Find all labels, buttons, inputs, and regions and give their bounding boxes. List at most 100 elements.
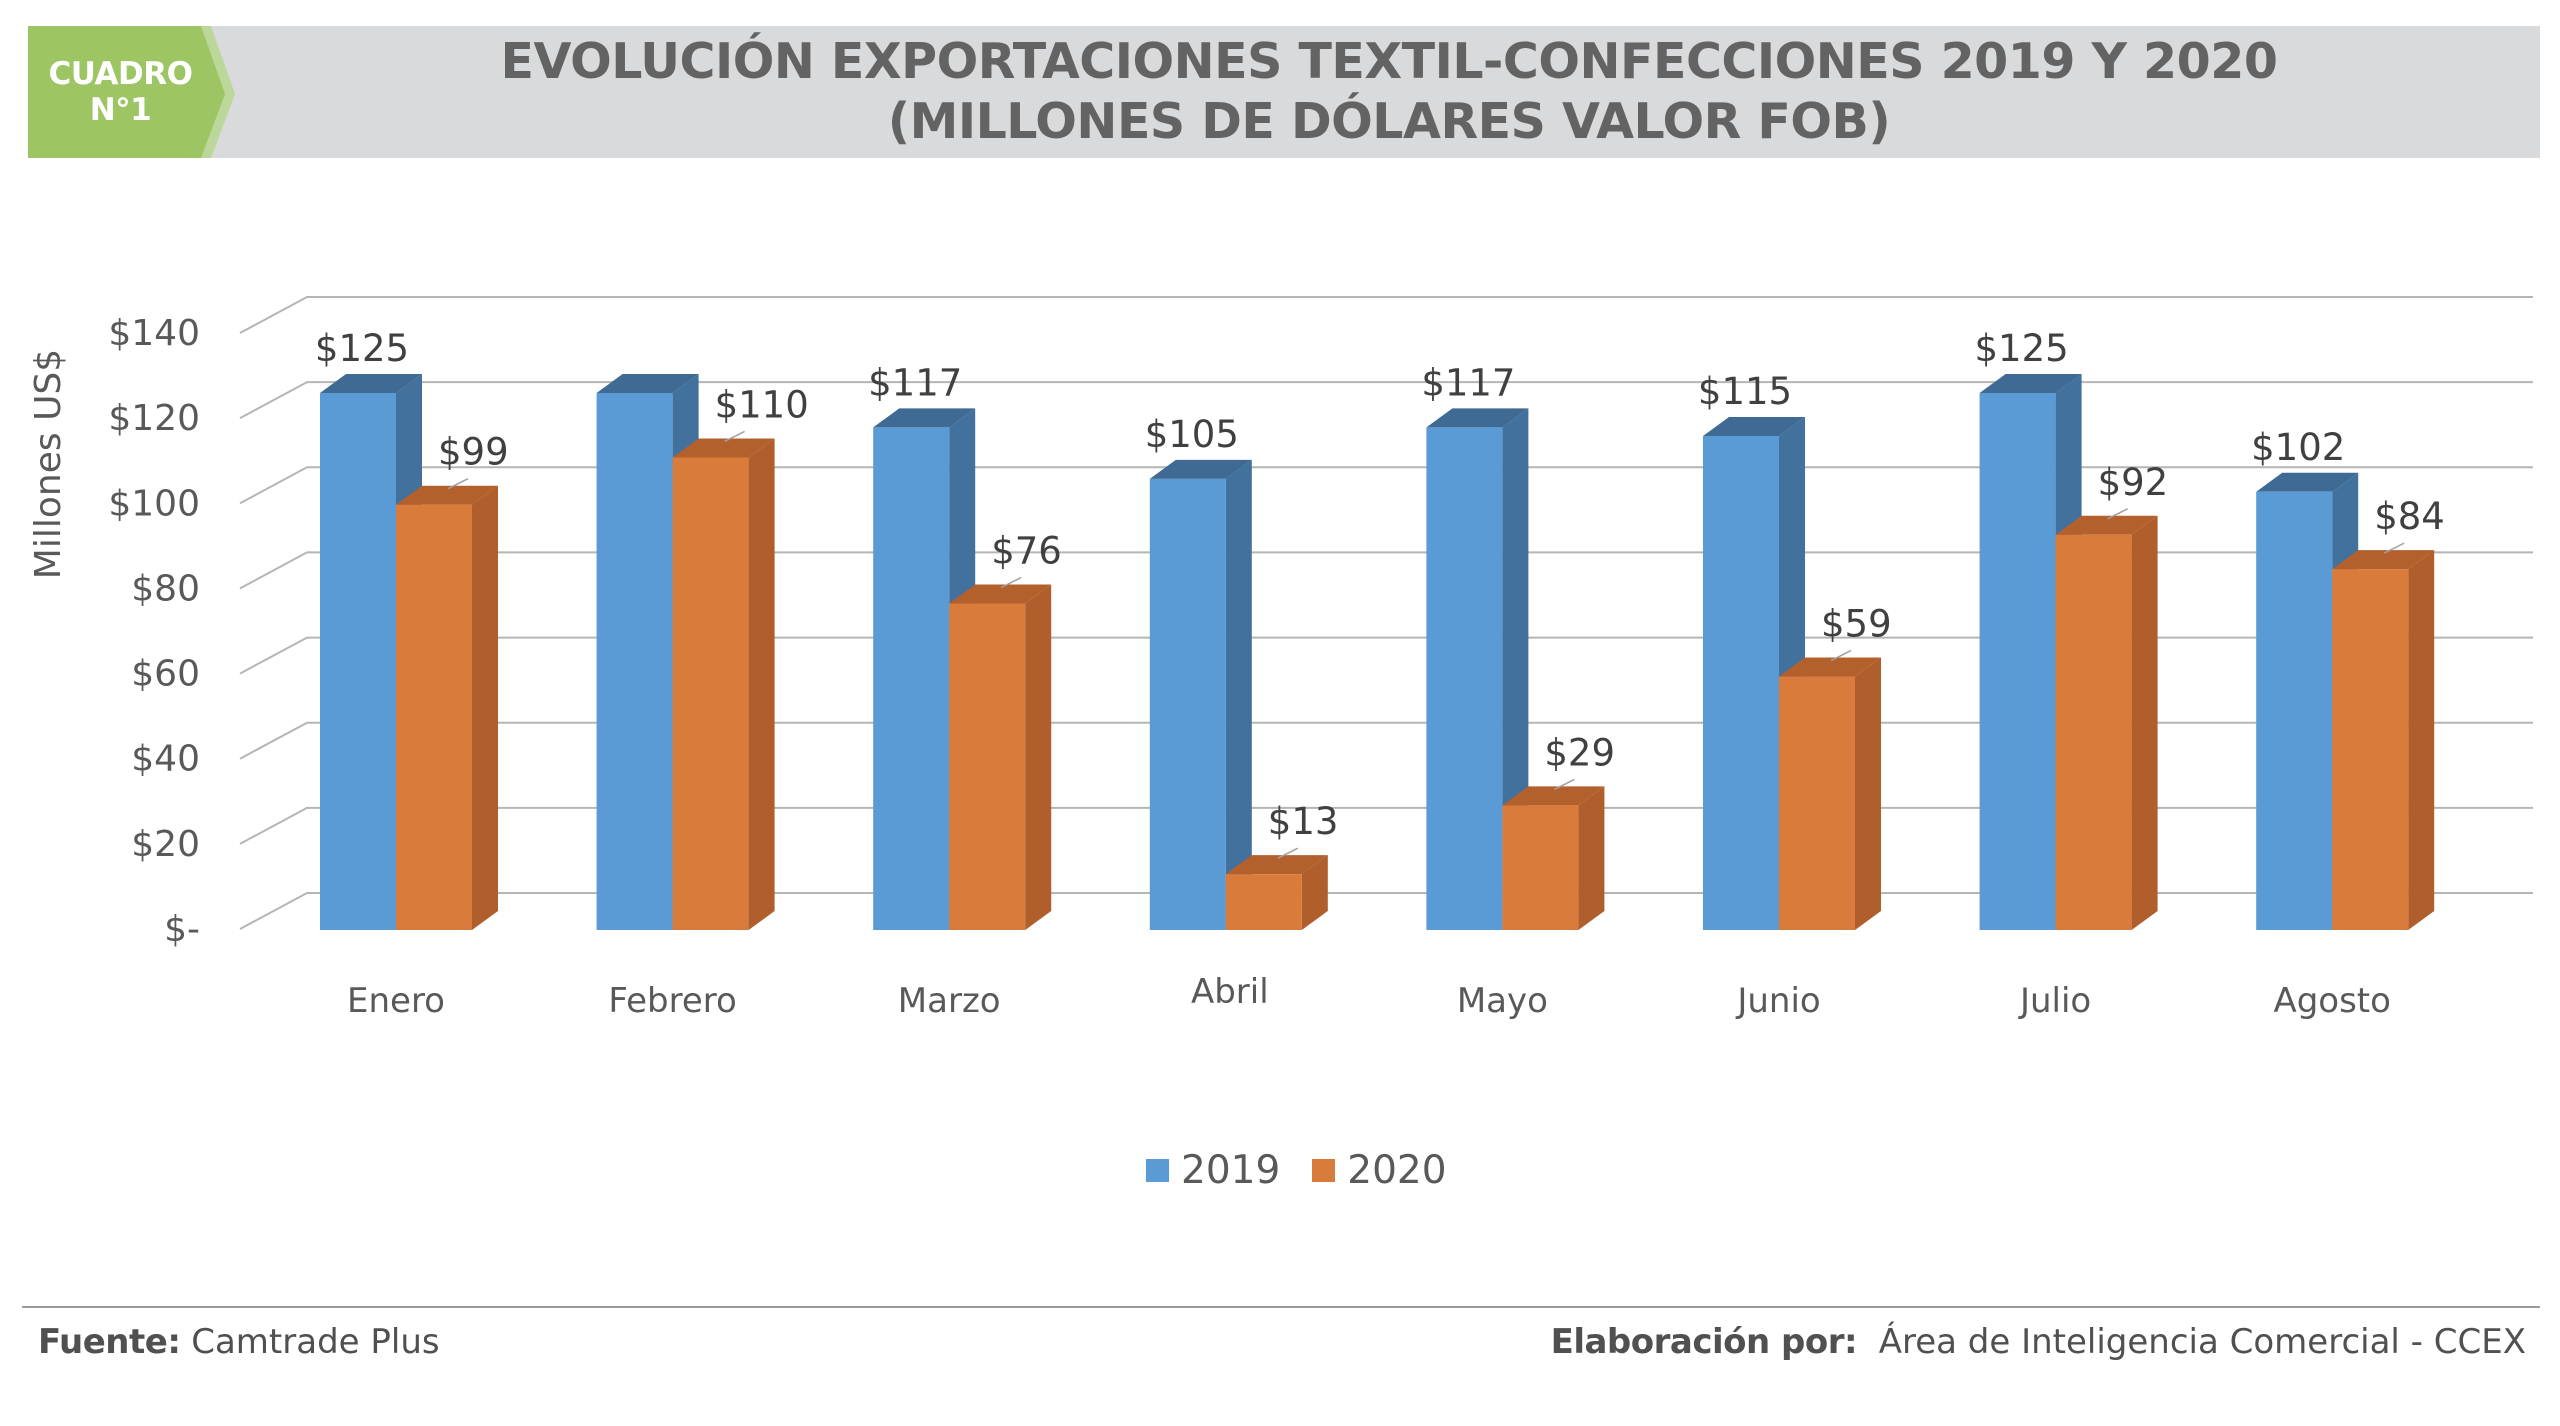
bar-front-face: [1979, 393, 2056, 930]
bar-top-face: [2332, 550, 2435, 570]
bar-front-face: [672, 457, 749, 930]
gridlines: [239, 296, 2533, 930]
y-tick-label: $-: [164, 909, 200, 950]
chart-legend: 2019 2020: [1146, 1147, 1479, 1193]
data-label-2020-febrero: $110: [715, 383, 809, 426]
legend-label-2019: 2019: [1181, 1147, 1281, 1193]
data-label-leader: [2107, 508, 2128, 520]
footer-divider: [22, 1306, 2540, 1308]
data-label-leader: [724, 430, 745, 443]
x-tick-label: Abril: [1191, 972, 1269, 1012]
data-labels: $125 $99 $110 $117 $76 $105 $13 $117 $29 $115 $59 $…: [315, 327, 2445, 859]
gridline: [239, 466, 2533, 505]
bar-top-face: [1225, 855, 1328, 875]
bar-side-face: [2408, 550, 2435, 930]
header-band: [28, 26, 2540, 158]
bar-front-face: [596, 393, 673, 930]
badge-line2: N°1: [89, 92, 152, 128]
bar-2019-mayo: [1426, 408, 1529, 930]
footer-credit: Elaboración por: Área de Inteligencia Co…: [1551, 1322, 2526, 1362]
chart-canvas: $-$20$40$60$80$100$120$140 Millones US$ …: [28, 296, 2533, 1021]
bar-side-face: [472, 485, 498, 930]
source-value: Camtrade Plus: [191, 1322, 440, 1362]
gridline: [239, 892, 2533, 930]
bar-top-face: [873, 408, 976, 428]
bar-front-face: [1779, 676, 1855, 930]
bar-top-face: [2055, 515, 2158, 535]
credit-label: Elaboración por:: [1550, 1322, 1858, 1362]
bar-side-face: [1225, 459, 1252, 930]
y-axis-ticks: $- $20 $40 $60 $80 $100 $120 $140: [108, 313, 200, 950]
data-label-leader: [1277, 847, 1299, 859]
bar-top-face: [672, 438, 775, 458]
bar-front-face: [2332, 569, 2409, 930]
bar-top-face: [1149, 459, 1252, 479]
bar-front-face: [2256, 491, 2333, 930]
chart-number-badge: CUADRO N°1: [28, 26, 238, 158]
legend-label-2020: 2020: [1347, 1147, 1447, 1193]
source-label: Fuente:: [38, 1322, 181, 1362]
gridline: [239, 636, 2533, 675]
bar-front-face: [873, 427, 950, 930]
bar-2020-julio: [2055, 515, 2158, 930]
data-label-2020-agosto: $84: [2374, 495, 2445, 538]
data-label-2019-junio: $115: [1698, 370, 1792, 413]
data-label-leader: [1830, 649, 1852, 662]
y-tick-label: $80: [131, 568, 200, 609]
y-tick-label: $140: [108, 313, 200, 354]
data-label-2019-enero: $125: [315, 327, 409, 370]
credit-value: Área de Inteligencia Comercial - CCEX: [1878, 1322, 2526, 1362]
bar-2020-junio: [1779, 657, 1881, 930]
bar-top-face: [396, 485, 498, 505]
bar-front-face: [1225, 874, 1302, 930]
y-tick-label: $20: [131, 824, 200, 865]
bar-front-face: [1149, 478, 1226, 930]
bar-2020-abril: [1225, 855, 1328, 930]
data-label-2020-julio: $92: [2098, 461, 2169, 504]
bar-side-face: [1025, 584, 1052, 930]
gridline: [239, 721, 2533, 760]
bar-2020-marzo: [949, 584, 1052, 930]
gridline: [239, 296, 2533, 334]
legend-item-2019[interactable]: 2019: [1146, 1148, 1280, 1193]
x-tick-label: Mayo: [1457, 981, 1548, 1021]
bars: [320, 374, 2435, 931]
badge-arrow-shape: [28, 26, 235, 158]
y-tick-label: $60: [131, 654, 200, 695]
bar-top-face: [1979, 374, 2082, 393]
x-tick-label: Julio: [2018, 981, 2091, 1021]
data-label-leader: [447, 478, 469, 490]
data-label-2020-abril: $13: [1268, 800, 1339, 843]
x-tick-label: Febrero: [608, 981, 736, 1021]
data-label-2020-junio: $59: [1821, 603, 1892, 646]
bar-front-face: [396, 504, 472, 930]
x-tick-label: Agosto: [2273, 981, 2391, 1021]
chart-title-line2: (MILLONES DE DÓLARES VALOR FOB): [887, 93, 1891, 150]
data-label-2020-enero: $99: [438, 431, 509, 474]
legend-item-2020[interactable]: 2020: [1312, 1147, 1447, 1193]
bar-side-face: [1855, 657, 1881, 930]
bar-top-face: [1426, 408, 1529, 428]
bar-front-face: [1426, 427, 1503, 930]
bar-2020-febrero: [672, 438, 775, 930]
y-tick-label: $40: [131, 739, 200, 780]
chart-title-line1: EVOLUCIÓN EXPORTACIONES TEXTIL-CONFECCIO…: [500, 33, 2278, 90]
data-label-leader: [1000, 576, 1022, 589]
data-label-2019-marzo: $117: [868, 361, 962, 404]
bar-top-face: [2256, 472, 2359, 492]
bar-top-face: [949, 584, 1052, 604]
data-label-2019-abril: $105: [1145, 413, 1239, 456]
bar-top-face: [1502, 786, 1605, 806]
data-label-2019-mayo: $117: [1421, 361, 1515, 404]
bar-2020-agosto: [2332, 550, 2435, 930]
bar-2020-mayo: [1502, 786, 1605, 930]
gridline: [239, 806, 2533, 845]
y-axis-label: Millones US$: [28, 349, 69, 579]
y-tick-label: $120: [108, 398, 200, 439]
bar-2019-abril: [1149, 459, 1252, 930]
badge-line1: CUADRO: [48, 56, 193, 92]
y-tick-label: $100: [108, 483, 200, 524]
bar-side-face: [2131, 515, 2158, 930]
data-label-2019-agosto: $102: [2251, 426, 2345, 469]
data-label-leader: [2383, 542, 2405, 554]
